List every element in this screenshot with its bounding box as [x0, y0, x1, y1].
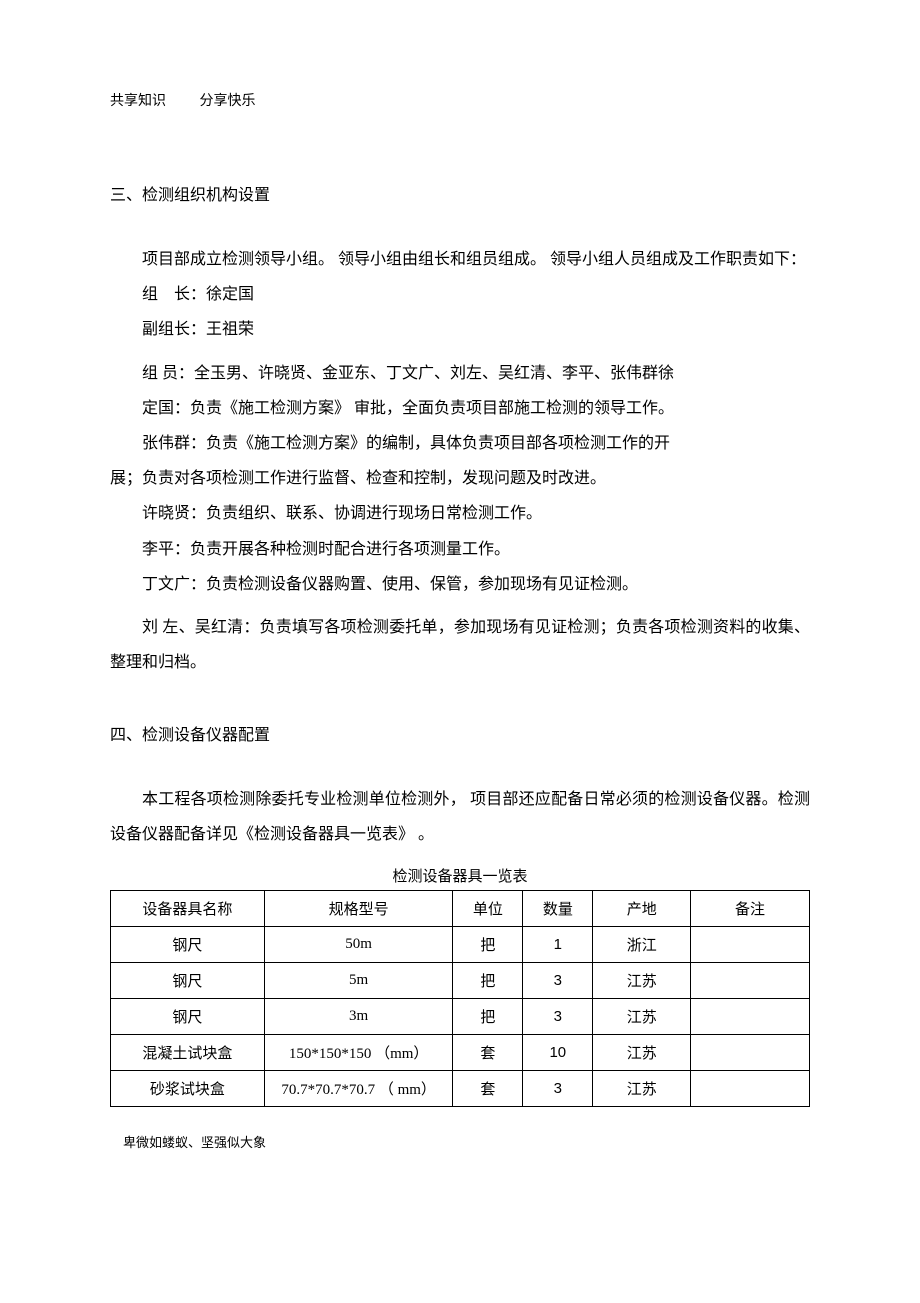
table-cell [691, 962, 810, 998]
col-origin: 产地 [593, 890, 691, 926]
table-cell: 150*150*150 （mm） [264, 1034, 453, 1070]
table-cell: 把 [453, 962, 523, 998]
table-cell: 5m [264, 962, 453, 998]
table-cell: 江苏 [593, 998, 691, 1034]
section3-vice: 副组长：王祖荣 [110, 312, 810, 347]
col-qty: 数量 [523, 890, 593, 926]
section3-ding: 丁文广：负责检测设备仪器购置、使用、保管，参加现场有见证检测。 [110, 567, 810, 602]
table-cell: 1 [523, 926, 593, 962]
section3-heading: 三、检测组织机构设置 [110, 180, 810, 212]
table-cell: 3 [523, 1070, 593, 1106]
table-cell: 江苏 [593, 1034, 691, 1070]
table-cell: 钢尺 [111, 962, 265, 998]
table-cell: 3 [523, 962, 593, 998]
table-cell: 钢尺 [111, 998, 265, 1034]
section3-liu: 刘 左、吴红清：负责填写各项检测委托单，参加现场有见证检测；负责各项检测资料的收… [110, 610, 810, 680]
page-footer: 卑微如蝼蚁、坚强似大象 [110, 1132, 810, 1151]
table-cell: 套 [453, 1070, 523, 1106]
section3-member1: 组 员：全玉男、许晓贤、金亚东、丁文广、刘左、吴红清、李平、张伟群徐 [142, 356, 810, 391]
header-right: 分享快乐 [200, 94, 256, 109]
table-cell: 江苏 [593, 962, 691, 998]
section3-li: 李平：负责开展各种检测时配合进行各项测量工作。 [110, 532, 810, 567]
section4-heading: 四、检测设备仪器配置 [110, 720, 810, 752]
page-header: 共享知识 分享快乐 [110, 90, 810, 110]
table-cell: 70.7*70.7*70.7 （ mm） [264, 1070, 453, 1106]
table-cell [691, 926, 810, 962]
equipment-table: 设备器具名称 规格型号 单位 数量 产地 备注 钢尺50m把1浙江钢尺5m把3江… [110, 890, 810, 1107]
table-cell: 套 [453, 1034, 523, 1070]
section4-para1: 本工程各项检测除委托专业检测单位检测外， 项目部还应配备日常必须的检测设备仪器。… [110, 782, 810, 852]
table-row: 钢尺5m把3江苏 [111, 962, 810, 998]
table-cell: 混凝土试块盒 [111, 1034, 265, 1070]
table-cell: 10 [523, 1034, 593, 1070]
col-name: 设备器具名称 [111, 890, 265, 926]
table-caption: 检测设备器具一览表 [110, 865, 810, 886]
table-cell: 把 [453, 926, 523, 962]
col-note: 备注 [691, 890, 810, 926]
table-cell: 砂浆试块盒 [111, 1070, 265, 1106]
section3-member2: 定国：负责《施工检测方案》 审批，全面负责项目部施工检测的领导工作。 [142, 391, 810, 426]
table-row: 钢尺3m把3江苏 [111, 998, 810, 1034]
section3-member3: 张伟群：负责《施工检测方案》的编制，具体负责项目部各项检测工作的开 [142, 426, 810, 461]
table-cell: 浙江 [593, 926, 691, 962]
table-cell: 钢尺 [111, 926, 265, 962]
table-cell [691, 1034, 810, 1070]
table-cell [691, 998, 810, 1034]
table-cell [691, 1070, 810, 1106]
section3-member3b: 展；负责对各项检测工作进行监督、检查和控制，发现问题及时改进。 [110, 461, 810, 496]
table-cell: 3 [523, 998, 593, 1034]
table-row: 混凝土试块盒150*150*150 （mm）套10江苏 [111, 1034, 810, 1070]
table-cell: 江苏 [593, 1070, 691, 1106]
table-row: 砂浆试块盒70.7*70.7*70.7 （ mm）套3江苏 [111, 1070, 810, 1106]
col-spec: 规格型号 [264, 890, 453, 926]
table-header-row: 设备器具名称 规格型号 单位 数量 产地 备注 [111, 890, 810, 926]
section3-xu: 许晓贤：负责组织、联系、协调进行现场日常检测工作。 [110, 496, 810, 531]
table-cell: 把 [453, 998, 523, 1034]
table-cell: 3m [264, 998, 453, 1034]
table-row: 钢尺50m把1浙江 [111, 926, 810, 962]
header-left: 共享知识 [110, 94, 166, 109]
table-body: 钢尺50m把1浙江钢尺5m把3江苏钢尺3m把3江苏混凝土试块盒150*150*1… [111, 926, 810, 1106]
table-cell: 50m [264, 926, 453, 962]
section3-para1: 项目部成立检测领导小组。 领导小组由组长和组员组成。 领导小组人员组成及工作职责… [110, 242, 810, 277]
member-block: 组 员：全玉男、许晓贤、金亚东、丁文广、刘左、吴红清、李平、张伟群徐 定国：负责… [110, 356, 810, 462]
col-unit: 单位 [453, 890, 523, 926]
section3-leader: 组 长：徐定国 [110, 277, 810, 312]
